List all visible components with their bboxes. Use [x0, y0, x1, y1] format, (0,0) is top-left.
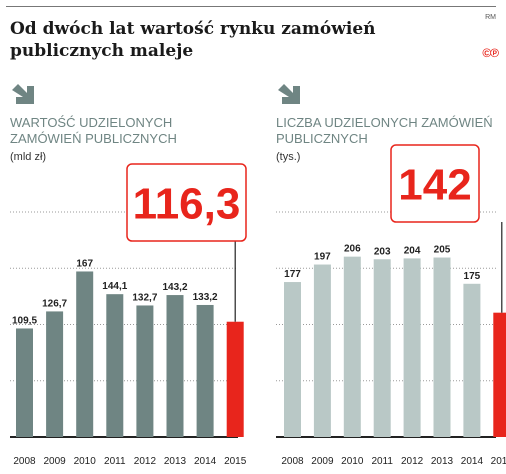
- value-label: 205: [434, 245, 451, 256]
- bar-2013: [166, 295, 184, 437]
- chart-left-value-labels: 109,5 126,7 167 144,1 132,7 143,2 133,2: [12, 258, 218, 326]
- chart-left-unit: (mld zł): [10, 151, 46, 163]
- value-label: 197: [314, 252, 331, 263]
- bar-2014: [463, 283, 481, 437]
- value-label: 133,2: [193, 292, 218, 303]
- tick-label: 2013: [431, 456, 454, 467]
- bar-2010: [76, 271, 94, 437]
- chart-right-tick-labels: 2008 2009 2010 2011 2012 2013 2014 2015: [281, 456, 506, 467]
- page-title: Od dwóch lat wartość rynku zamówień publ…: [10, 19, 376, 61]
- top-rule: [6, 6, 496, 7]
- chart-right-bars: [284, 256, 506, 437]
- value-label: 167: [76, 258, 93, 269]
- chart-right: LICZBA UDZIELONYCH ZAMÓWIEŃ PUBLICZNYCH …: [276, 84, 506, 467]
- bar-2010: [343, 256, 361, 437]
- value-label: 177: [284, 269, 301, 280]
- bar-2009: [46, 311, 64, 437]
- tick-label: 2015: [224, 456, 247, 467]
- bar-2012: [136, 305, 154, 437]
- value-label: 206: [344, 244, 361, 255]
- chart-right-unit: (tys.): [276, 151, 300, 163]
- bar-2013: [433, 257, 451, 437]
- bar-2011: [106, 294, 124, 437]
- value-label: 143,2: [162, 282, 187, 293]
- tick-label: 2010: [74, 456, 97, 467]
- value-label: 203: [374, 246, 391, 257]
- bar-2012: [403, 258, 421, 437]
- bar-2011: [373, 259, 391, 437]
- arrow-down-right-icon: [278, 84, 300, 104]
- chart-left-callout: 116,3: [126, 163, 247, 322]
- bar-2008: [16, 328, 33, 437]
- bar-2009: [313, 264, 331, 437]
- tick-label: 2009: [43, 456, 66, 467]
- chart-right-title-line1: LICZBA UDZIELONYCH ZAMÓWIEŃ: [276, 115, 493, 130]
- tick-label: 2011: [104, 456, 126, 467]
- value-label: 204: [404, 245, 421, 256]
- tick-label: 2010: [341, 456, 364, 467]
- bar-2015: [493, 312, 506, 437]
- bar-2014: [196, 304, 214, 437]
- chart-left-bars: [16, 271, 244, 437]
- tick-label: 2014: [194, 456, 217, 467]
- chart-right-value-labels: 177 197 206 203 204 205 175: [284, 244, 481, 282]
- bar-2008: [284, 282, 301, 437]
- bar-2015: [226, 321, 244, 437]
- source-label: RM: [485, 14, 496, 21]
- tick-label: 2008: [13, 456, 36, 467]
- tick-label: 2009: [311, 456, 334, 467]
- chart-left: WARTOŚĆ UDZIELONYCH ZAMÓWIEŃ PUBLICZNYCH…: [10, 84, 247, 467]
- chart-right-title-line2: PUBLICZNYCH: [276, 131, 368, 146]
- tick-label: 2008: [281, 456, 304, 467]
- tick-label: 2012: [401, 456, 424, 467]
- chart-left-title-line2: ZAMÓWIEŃ PUBLICZNYCH: [10, 131, 177, 146]
- value-label: 126,7: [42, 298, 67, 309]
- tick-label: 2013: [164, 456, 187, 467]
- tick-label: 2014: [461, 456, 484, 467]
- callout-value: 116,3: [133, 180, 241, 229]
- value-label: 132,7: [132, 292, 157, 303]
- value-label: 175: [464, 271, 481, 282]
- arrow-down-right-icon: [12, 84, 34, 104]
- copyright-mark: ©℗: [482, 46, 499, 60]
- chart-left-tick-labels: 2008 2009 2010 2011 2012 2013 2014 2015: [13, 456, 246, 467]
- chart-right-callout: 142: [390, 144, 503, 313]
- tick-label: 2012: [134, 456, 157, 467]
- tick-label: 2011: [371, 456, 393, 467]
- tick-label: 2015: [491, 456, 506, 467]
- value-label: 144,1: [102, 281, 127, 292]
- chart-left-title-line1: WARTOŚĆ UDZIELONYCH: [10, 115, 172, 130]
- callout-box: [126, 163, 247, 242]
- callout-value: 142: [398, 161, 471, 210]
- value-label: 109,5: [12, 315, 37, 326]
- callout-box: [390, 144, 480, 223]
